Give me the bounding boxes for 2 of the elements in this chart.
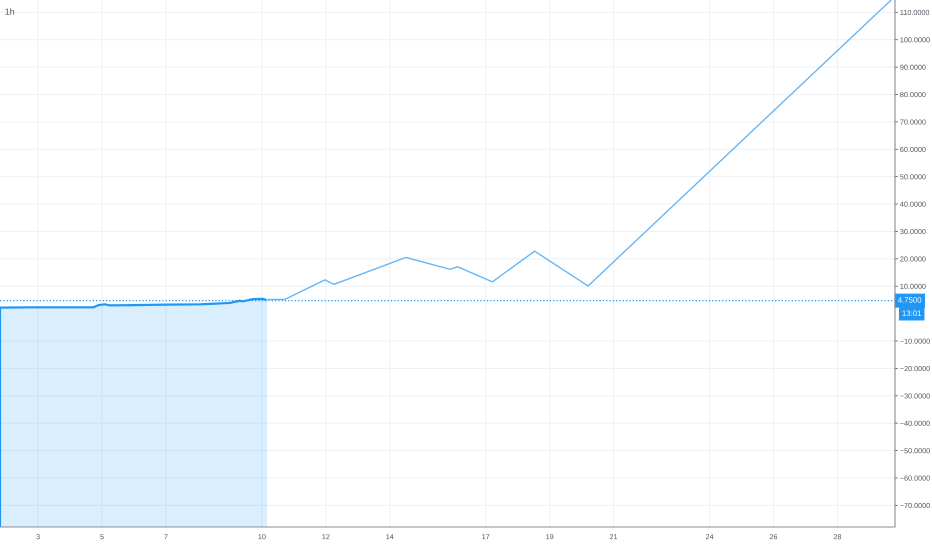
line-series	[267, 0, 892, 300]
text: 1h	[5, 8, 14, 15]
